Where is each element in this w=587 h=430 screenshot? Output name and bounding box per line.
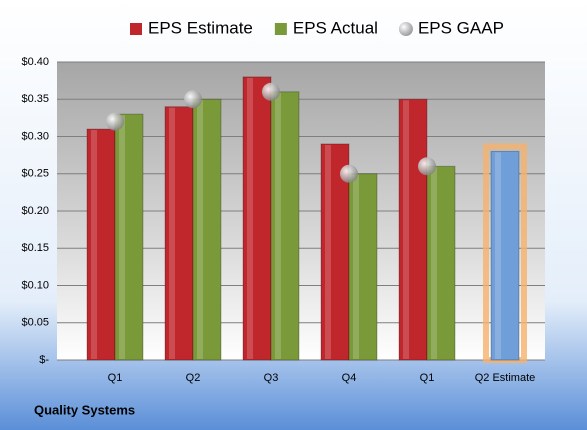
gaap-marker [184, 90, 202, 109]
bar-shine [119, 115, 125, 360]
gaap-marker [340, 164, 358, 183]
y-tick-label: $0.25 [21, 168, 49, 180]
y-tick-label: $0.05 [21, 317, 49, 329]
bar [348, 173, 378, 361]
bar-shine [325, 144, 331, 359]
x-tick-label: Q4 [342, 372, 357, 384]
bar [242, 76, 272, 361]
y-tick-label: $0.30 [21, 130, 49, 142]
legend-marker [398, 22, 413, 36]
x-tick-label: Q1 [108, 372, 123, 384]
x-tick-label: Q2 [186, 372, 201, 384]
bar-shine [91, 130, 97, 359]
y-tick-label: $0.35 [21, 93, 49, 105]
legend-text: EPS Actual [293, 18, 378, 37]
legend-text: EPS GAAP [418, 18, 504, 37]
gaap-marker [418, 157, 436, 176]
gaap-marker [262, 82, 280, 101]
x-tick-label: Q1 [420, 372, 435, 384]
bar-shine [495, 152, 501, 359]
bar-shine [247, 77, 253, 360]
bar [398, 98, 428, 361]
x-tick-label: Q2 Estimate [475, 372, 536, 384]
bar [270, 91, 300, 361]
bar [164, 106, 194, 361]
y-tick-label: $0.20 [21, 205, 49, 217]
bar-shine [169, 107, 175, 359]
legend-marker [274, 23, 287, 35]
bar-shine [403, 100, 409, 359]
bar [114, 113, 144, 361]
legend-text: EPS Estimate [148, 18, 253, 37]
footer: Quality Systems [34, 402, 135, 417]
bar-shine [431, 167, 437, 359]
bar [192, 98, 222, 361]
y-tick-label: $0.40 [21, 56, 49, 68]
gaap-marker [106, 112, 124, 131]
x-tick-label: Q3 [264, 372, 279, 384]
bar-shine [353, 174, 359, 359]
bar-shine [197, 100, 203, 359]
bar [426, 165, 456, 361]
bar [490, 150, 520, 361]
legend-marker [130, 23, 142, 35]
y-tick-label: $0.15 [21, 242, 49, 254]
y-tick-label: $0.10 [21, 279, 49, 291]
bar [86, 128, 116, 361]
y-tick-label: $- [39, 354, 49, 366]
bar-shine [275, 92, 281, 360]
